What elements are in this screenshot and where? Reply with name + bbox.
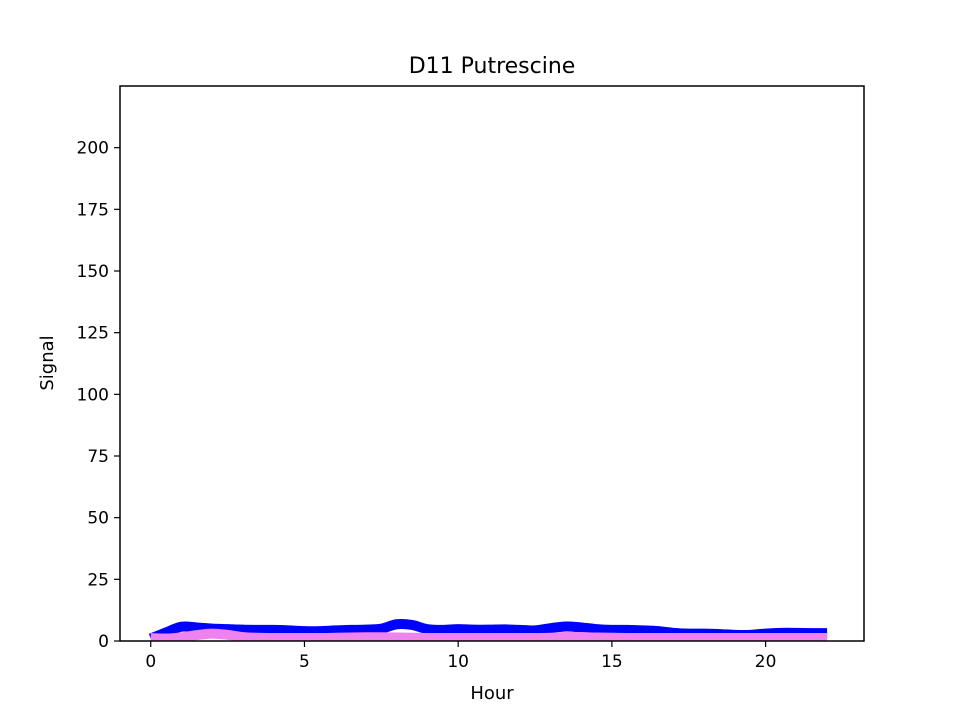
y-tick-label: 150: [77, 262, 109, 282]
x-axis-label: Hour: [470, 683, 514, 704]
series-line-2: [150, 628, 828, 641]
y-tick-label: 200: [77, 139, 109, 159]
series-layer: [148, 618, 828, 641]
y-tick-label: 25: [87, 570, 109, 590]
y-axis: 0 25 50 75 100 125 150 175 200: [77, 139, 120, 652]
x-tick-label: 0: [145, 652, 156, 672]
x-axis: 0 5 10 15 20: [145, 641, 776, 672]
y-tick-label: 100: [77, 385, 109, 405]
y-axis-label: Signal: [37, 335, 58, 390]
chart-title: D11 Putrescine: [409, 54, 576, 79]
y-tick-label: 125: [77, 324, 109, 344]
x-tick-label: 15: [601, 652, 623, 672]
y-tick-label: 175: [77, 200, 109, 220]
y-tick-label: 50: [87, 509, 109, 529]
y-tick-label: 0: [98, 632, 109, 652]
x-tick-label: 5: [299, 652, 310, 672]
y-tick-label: 75: [87, 447, 109, 467]
plot-frame: [119, 85, 865, 642]
x-tick-label: 20: [755, 652, 777, 672]
x-tick-label: 10: [447, 652, 469, 672]
